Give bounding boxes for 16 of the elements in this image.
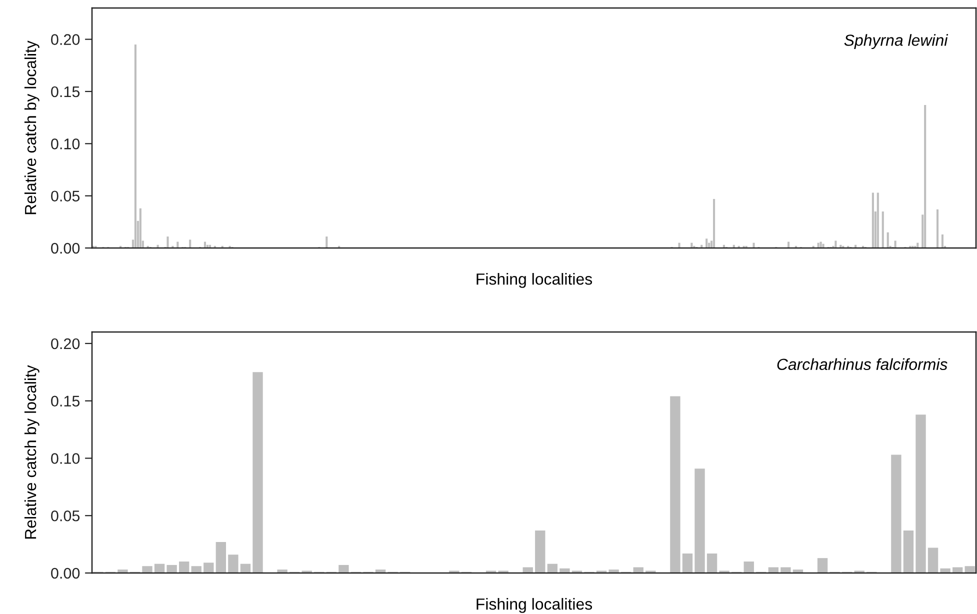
- y-tick-label: 0.10: [51, 138, 80, 150]
- annotation: Carcharhinus falciformis: [777, 358, 948, 370]
- y-axis-title: Relative catch by locality: [24, 365, 40, 539]
- y-tick-label: 0.10: [51, 453, 80, 464]
- y-tick-label: 0.15: [51, 86, 80, 98]
- y-axis-title: Relative catch by locality: [24, 40, 40, 214]
- y-tick-label: 0.20: [51, 34, 80, 45]
- annotation: Sphyrna lewini: [844, 34, 948, 50]
- y-tick-label: 0.05: [51, 510, 80, 522]
- y-tick-label: 0.00: [51, 568, 80, 579]
- y-tick-label: 0.15: [51, 396, 80, 407]
- x-axis-title: Fishing localities: [476, 273, 592, 288]
- y-tick-label: 0.00: [51, 242, 80, 254]
- x-axis-title: Fishing localities: [476, 598, 592, 613]
- y-tick-label: 0.20: [51, 338, 80, 350]
- y-tick-label: 0.05: [51, 190, 80, 202]
